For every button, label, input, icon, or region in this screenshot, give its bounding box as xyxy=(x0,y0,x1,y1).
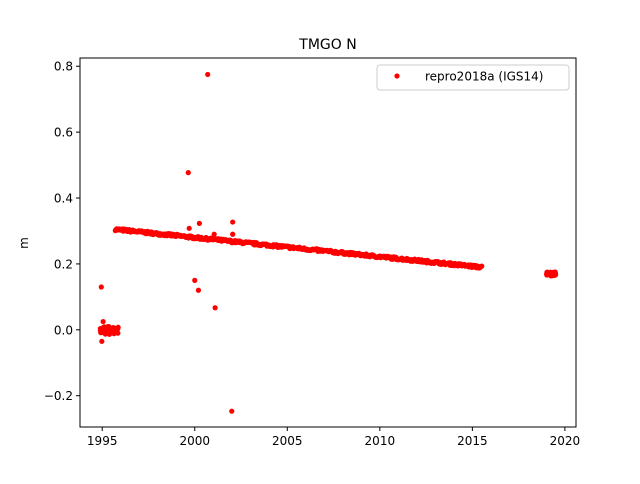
data-point xyxy=(99,338,105,344)
x-tick-label: 2010 xyxy=(365,434,396,448)
data-point xyxy=(196,220,202,226)
y-tick-label: 0.0 xyxy=(54,323,73,337)
data-point xyxy=(205,71,211,78)
y-axis-label: m xyxy=(17,237,31,249)
data-point xyxy=(98,284,104,290)
data-point xyxy=(211,231,217,237)
legend-box xyxy=(376,64,570,91)
legend: repro2018a (IGS14) xyxy=(376,64,570,91)
y-tick-label: −0.2 xyxy=(44,389,73,403)
x-tick-label: 1995 xyxy=(87,434,118,448)
legend-label: repro2018a (IGS14) xyxy=(425,70,543,84)
axis-ticks: 1995 2000 2005 2010 2015 2020 −0.2 0.0 0.2 0.4 0.6… xyxy=(44,60,580,448)
axes-frame xyxy=(79,57,577,428)
data-point xyxy=(195,287,202,293)
data-point xyxy=(186,225,192,231)
data-point xyxy=(185,170,191,176)
data-points xyxy=(97,71,559,414)
chart-title: TMGO N xyxy=(298,37,356,53)
data-point xyxy=(230,231,236,237)
data-point xyxy=(106,331,113,337)
data-point xyxy=(101,325,107,331)
y-tick-label: 0.2 xyxy=(54,257,73,271)
y-tick-label: 0.6 xyxy=(54,126,73,140)
data-point xyxy=(110,324,116,331)
data-point xyxy=(552,271,558,277)
legend-marker xyxy=(394,73,400,79)
data-point xyxy=(102,331,108,337)
x-tick-label: 2005 xyxy=(272,434,303,448)
data-point xyxy=(212,305,218,311)
x-tick-label: 2000 xyxy=(179,434,210,448)
y-tick-label: 0.8 xyxy=(54,60,73,74)
y-tick-label: 0.4 xyxy=(54,192,73,206)
data-point xyxy=(479,263,485,269)
data-point xyxy=(547,272,553,278)
data-point xyxy=(230,219,236,225)
x-tick-label: 2015 xyxy=(457,434,488,448)
data-point xyxy=(229,408,235,414)
data-point xyxy=(192,277,198,283)
x-tick-label: 2020 xyxy=(550,434,581,448)
data-point xyxy=(100,318,106,325)
